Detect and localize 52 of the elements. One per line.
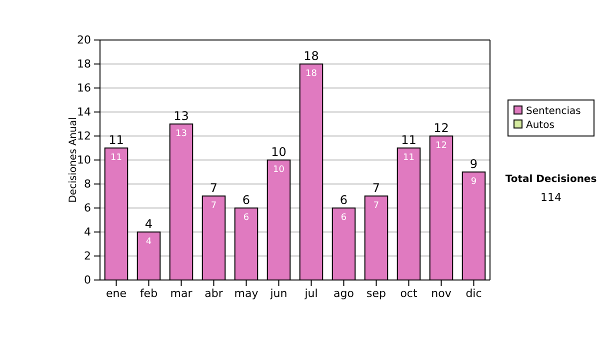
- y-tick-label: 14: [77, 106, 91, 119]
- data-label: 4: [146, 237, 152, 247]
- total-label: 11: [401, 133, 416, 147]
- y-tick-label: 0: [84, 274, 91, 287]
- data-label: 13: [176, 129, 187, 139]
- total-label: 12: [434, 121, 449, 135]
- data-label: 18: [306, 69, 318, 79]
- total-label: 13: [174, 109, 189, 123]
- x-tick-label: dic: [466, 286, 482, 300]
- x-tick-label: may: [234, 286, 259, 300]
- legend-label: Sentencias: [526, 106, 581, 117]
- x-tick-label: ago: [334, 286, 354, 300]
- text: 114: [540, 191, 562, 204]
- data-label: 9: [470, 177, 477, 187]
- x-tick-label: mar: [170, 286, 193, 300]
- total-label: 7: [210, 181, 218, 195]
- y-tick-label: 20: [77, 34, 91, 47]
- total-label: 7: [372, 181, 380, 195]
- data-label: 6: [243, 213, 250, 223]
- x-tick-label: nov: [431, 286, 452, 300]
- total-label: 6: [242, 193, 250, 207]
- total-label: 10: [271, 145, 286, 159]
- total-label: 4: [144, 217, 153, 231]
- y-tick-label: 18: [77, 58, 91, 71]
- y-tick-label: 16: [77, 82, 91, 95]
- legend-label: Autos: [526, 120, 554, 131]
- y-tick-label: 12: [77, 130, 91, 143]
- y-tick-label: 8: [84, 178, 91, 191]
- data-label: 11: [110, 153, 122, 163]
- data-label: 6: [340, 213, 347, 223]
- y-tick-label: 6: [84, 202, 91, 215]
- text: Total Decisiones: [505, 174, 597, 185]
- data-label: 7: [373, 201, 380, 211]
- x-tick-label: sep: [366, 286, 386, 300]
- total-label: 11: [108, 133, 124, 147]
- x-tick-label: feb: [140, 286, 158, 300]
- total-label: 9: [470, 157, 478, 171]
- total-label: 6: [340, 193, 348, 207]
- y-tick-label: 2: [84, 250, 91, 263]
- y-axis-title: Decisiones Anual: [68, 117, 79, 203]
- x-tick-label: oct: [400, 286, 418, 300]
- data-label: 7: [210, 201, 217, 211]
- x-tick-label: abr: [204, 286, 224, 300]
- data-label: 10: [273, 165, 285, 175]
- y-tick-label: 4: [84, 226, 91, 239]
- data-label: 11: [403, 153, 414, 163]
- y-tick-label: 10: [77, 154, 91, 167]
- data-label: 12: [436, 141, 447, 151]
- x-tick-label: jun: [269, 286, 288, 300]
- x-tick-label: ene: [106, 286, 127, 300]
- total-label: 18: [304, 49, 319, 63]
- x-tick-label: jul: [304, 286, 318, 300]
